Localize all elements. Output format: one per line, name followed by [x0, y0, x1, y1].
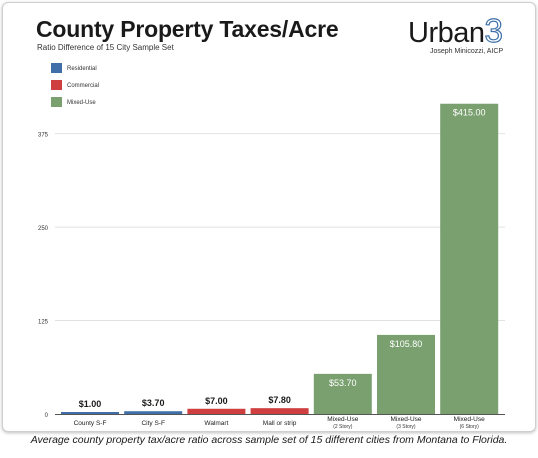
bar-value-label: $3.70 [142, 398, 165, 408]
legend-swatch [51, 63, 62, 73]
legend-swatch [51, 97, 62, 107]
bar [377, 334, 435, 414]
bar-value-label: $105.80 [390, 339, 423, 349]
bar [440, 103, 499, 414]
bar-value-label: $1.00 [79, 399, 102, 409]
x-tick-sublabel: (6 Story) [460, 424, 480, 430]
brand-number: 3 [484, 11, 504, 49]
chart-title: County Property Taxes/Acre [36, 16, 339, 42]
x-tick-label: Mixed-Use [390, 416, 421, 423]
y-tick-label: 125 [38, 320, 49, 326]
bar-value-label: $7.80 [268, 395, 291, 405]
x-tick-label: Mall or strip [263, 420, 297, 427]
y-tick-label: 250 [38, 226, 49, 232]
x-tick-label: Mixed-Use [454, 416, 485, 423]
bar-value-label: $7.00 [205, 396, 228, 406]
bar [61, 412, 119, 414]
y-tick-label: 0 [45, 413, 49, 419]
figure-caption: Average county property tax/acre ratio a… [30, 434, 508, 446]
x-tick-label: City S-F [141, 420, 165, 427]
bar-value-label: $53.70 [329, 378, 357, 388]
y-tick-label: 375 [38, 133, 49, 139]
brand-author: Joseph Minicozzi, AICP [430, 48, 504, 55]
bar [250, 408, 309, 414]
brand-word: Urban [408, 17, 485, 49]
legend-label: Commercial [67, 83, 99, 89]
legend-swatch [51, 80, 62, 90]
x-tick-label: Mixed-Use [327, 416, 358, 423]
chart-subtitle: Ratio Difference of 15 City Sample Set [37, 43, 174, 52]
bar [124, 411, 183, 414]
x-tick-label: County S-F [74, 420, 107, 427]
x-tick-sublabel: (2 Story) [333, 424, 353, 430]
legend-label: Mixed-Use [67, 100, 96, 106]
x-tick-label: Walmart [204, 420, 228, 427]
brand-logo: Urban3 [408, 11, 504, 50]
bar [187, 408, 246, 414]
legend-label: Residential [67, 66, 97, 72]
bar [313, 373, 372, 414]
bar-value-label: $415.00 [453, 108, 486, 118]
x-tick-sublabel: (3 Story) [396, 424, 416, 430]
